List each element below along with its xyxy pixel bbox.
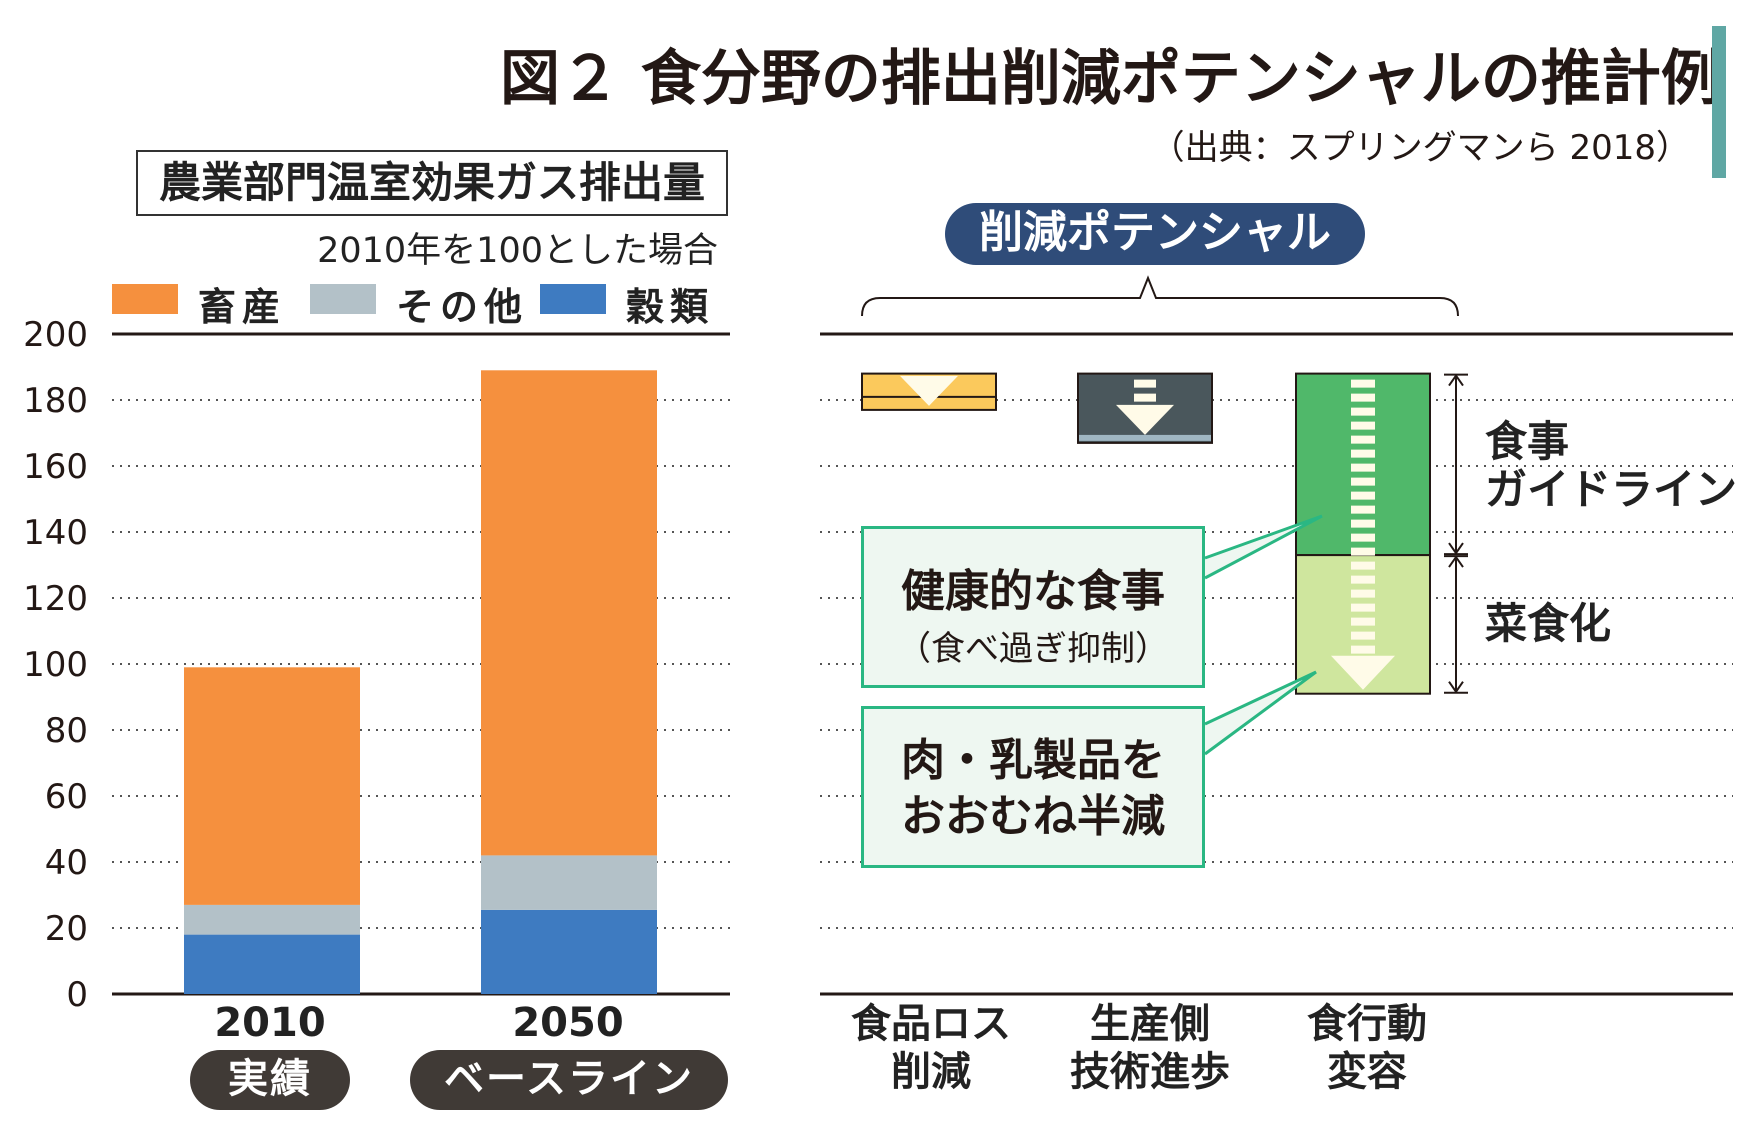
legend-label-other: その他 — [396, 285, 529, 329]
callout-halve-meat-main: 肉・乳製品を おおむね半減 — [864, 733, 1202, 845]
legend-label-grain: 穀類 — [626, 285, 715, 329]
header-brace — [861, 275, 1459, 317]
figure-source: （出典：スプリングマンら 2018） — [1150, 128, 1690, 168]
bar-2050-series-0 — [481, 909, 657, 994]
legend-label-livestock: 畜産 — [198, 285, 287, 329]
bar-2010-series-2 — [184, 667, 360, 905]
arrow-food-loss-head — [900, 375, 958, 406]
title-accent-bar — [1712, 26, 1726, 178]
callout-healthy-diet-sub: （食べ過ぎ抑制） — [897, 629, 1169, 669]
y-tick-label-120: 120 — [23, 579, 88, 619]
tag-actual: 実績 — [190, 1050, 350, 1110]
y-tick-label-80: 80 — [45, 711, 88, 751]
bar-2050-series-1 — [481, 855, 657, 910]
bracket-label-vegetarian: 菜食化 — [1485, 600, 1611, 648]
legend-swatch-other — [310, 284, 376, 314]
column-label-food-loss: 食品ロス 削減 — [826, 1000, 1036, 1096]
column-label-tech: 生産側 技術進歩 — [1040, 1000, 1260, 1096]
x-label-2010: 2010 — [214, 1000, 326, 1046]
x-label-2050: 2050 — [512, 1000, 624, 1046]
callout-halve-meat-line2: おおむね半減 — [901, 791, 1165, 842]
bracket-label-guidelines-line2: ガイドライン — [1485, 465, 1738, 514]
callout-healthy-diet: 健康的な食事 （食べ過ぎ抑制） — [861, 526, 1205, 688]
arrow-tech-head — [1116, 404, 1174, 435]
legend-swatch-grain — [540, 284, 606, 314]
tag-baseline: ベースライン — [410, 1050, 728, 1110]
bracket-label-guidelines: 食事 ガイドライン — [1485, 418, 1737, 514]
callout-halve-meat-pointer — [1204, 670, 1317, 756]
y-tick-label-200: 200 — [23, 315, 88, 355]
column-label-tech-line1: 生産側 — [1090, 1001, 1210, 1047]
y-axis-ticks: 0 20 40 60 80 100 120 140 160 180 200 — [23, 315, 88, 1015]
bracket-label-guidelines-line1: 食事 — [1485, 417, 1570, 466]
column-label-tech-line2: 技術進歩 — [1070, 1049, 1230, 1095]
callout-healthy-diet-main: 健康的な食事 — [901, 566, 1165, 617]
legend-swatch-livestock — [112, 284, 178, 314]
y-tick-label-40: 40 — [45, 843, 88, 883]
bar-2010-series-1 — [184, 904, 360, 935]
callout-halve-meat: 肉・乳製品を おおむね半減 — [861, 706, 1205, 868]
chart-subtitle: 2010年を100とした場合 — [317, 231, 718, 271]
column-label-food-loss-line1: 食品ロス — [851, 1001, 1011, 1047]
y-tick-label-60: 60 — [45, 777, 88, 817]
bar-2050-series-2 — [481, 370, 657, 856]
column-label-food-loss-line2: 削減 — [891, 1049, 971, 1095]
bars — [184, 370, 657, 994]
column-label-diet-line1: 食行動 — [1307, 1001, 1427, 1047]
callout-halve-meat-line1: 肉・乳製品を — [901, 735, 1165, 786]
y-tick-label-100: 100 — [23, 645, 88, 685]
y-tick-label-0: 0 — [66, 975, 88, 1015]
column-label-diet: 食行動 変容 — [1262, 1000, 1472, 1096]
reduction-panel — [861, 275, 1468, 756]
y-tick-label-20: 20 — [45, 909, 88, 949]
bar-2010-series-0 — [184, 934, 360, 994]
bracket-label-vegetarian-line1: 菜食化 — [1485, 599, 1612, 648]
figure-title: 図２ 食分野の排出削減ポテンシャルの推計例 — [500, 44, 1721, 114]
callout-healthy-diet-pointer — [1204, 514, 1323, 580]
column-label-diet-line2: 変容 — [1327, 1049, 1407, 1095]
chart-box-title: 農業部門温室効果ガス排出量 — [136, 150, 728, 216]
reduction-potential-header: 削減ポテンシャル — [945, 203, 1365, 265]
arrow-diet-head — [1331, 655, 1395, 690]
y-tick-label-140: 140 — [23, 513, 88, 553]
y-tick-label-180: 180 — [23, 381, 88, 421]
reduction-box-tech-base — [1079, 434, 1211, 441]
y-tick-label-160: 160 — [23, 447, 88, 487]
